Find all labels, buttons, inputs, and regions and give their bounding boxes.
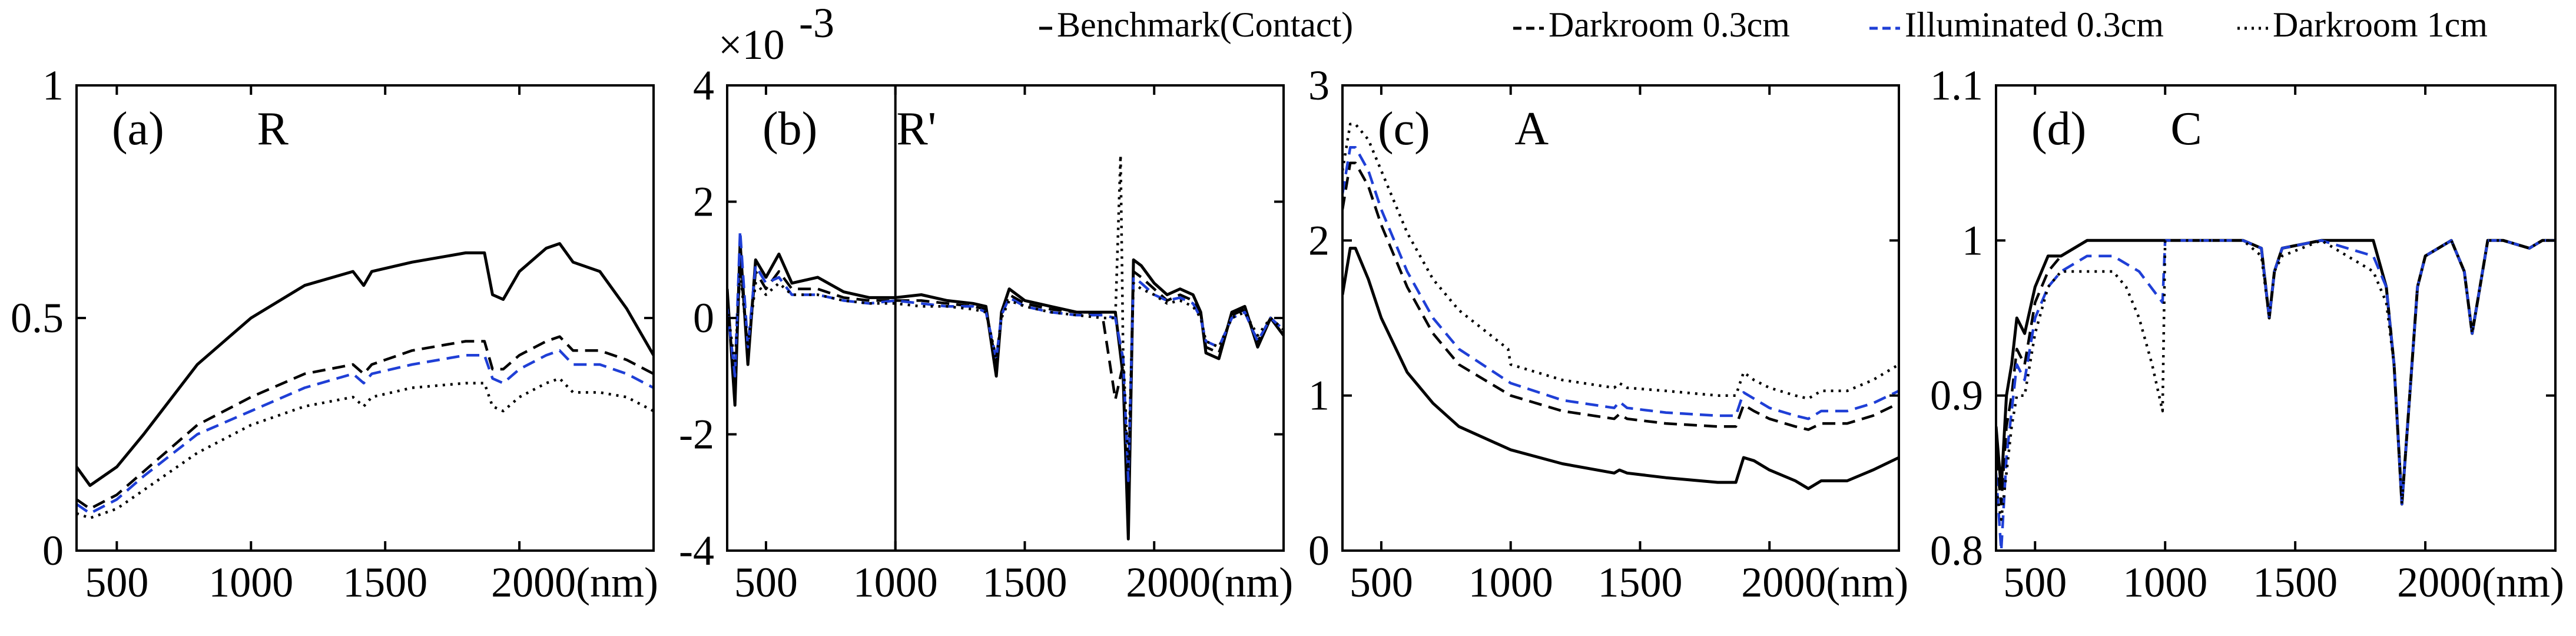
panel-c: 500 1000 1500 2000(nm) 0 1 2 3 (c) A <box>1308 62 1908 606</box>
x-tick-label: 2000(nm) <box>1126 559 1293 606</box>
x-tick-label: 500 <box>2003 559 2067 606</box>
x-tick-label: 500 <box>734 559 798 606</box>
x-tick-label: 2000(nm) <box>2397 559 2564 606</box>
x-tick-label: 1500 <box>982 559 1067 606</box>
y-tick-label: 0 <box>42 527 64 574</box>
x-tick-label: 1000 <box>208 559 293 606</box>
series-line <box>727 229 1284 482</box>
legend-item: Illuminated 0.3cm <box>1869 5 2164 44</box>
series-line <box>1996 238 2555 506</box>
x-tick-label: 2000(nm) <box>491 559 658 606</box>
series-line <box>1342 146 1899 420</box>
x-tick-label: 500 <box>1350 559 1413 606</box>
y-tick-label: 1 <box>1962 217 1983 264</box>
series-line <box>77 335 654 511</box>
x-tick-label: 1000 <box>1468 559 1553 606</box>
legend-item: Darkroom 1cm <box>2237 5 2488 44</box>
series-line <box>1996 239 2555 551</box>
series-line <box>77 242 654 487</box>
series-line <box>77 349 654 515</box>
y-tick-label: 1 <box>42 62 64 109</box>
y-tick-label: 2 <box>1308 217 1330 264</box>
legend-item: Benchmark(Contact) <box>1039 5 1353 44</box>
series-line <box>1342 247 1899 491</box>
plot-area <box>1342 122 1899 491</box>
y-tick-label: 2 <box>693 178 714 226</box>
y-tick-label: 1 <box>1308 372 1330 419</box>
panel-label: (b) <box>762 103 817 155</box>
series-line <box>1996 239 2555 506</box>
y-tick-label: 0.9 <box>1930 372 1983 419</box>
plot-area <box>1996 238 2555 551</box>
y-tick-label: -2 <box>679 411 714 458</box>
y-tick-label: 0 <box>1308 527 1330 574</box>
axes-frame <box>1995 84 2557 552</box>
panel-label: (d) <box>2031 103 2086 155</box>
panel-title: R' <box>896 103 936 155</box>
scale-multiplier: ×10 <box>718 21 785 68</box>
x-tick-label: 1500 <box>1597 559 1682 606</box>
x-tick-label: 1000 <box>853 559 938 606</box>
panel-label: (c) <box>1378 103 1430 155</box>
x-tick-label: 2000(nm) <box>1741 559 1908 606</box>
legend: Benchmark(Contact) Darkroom 0.3cm Illumina… <box>1039 5 2488 44</box>
legend-label: Illuminated 0.3cm <box>1905 5 2164 44</box>
legend-item: Darkroom 0.3cm <box>1513 5 1790 44</box>
series-line <box>727 241 1284 541</box>
y-tick-label: 0.8 <box>1930 527 1983 574</box>
series-line <box>1996 239 2555 521</box>
panel-title: A <box>1514 103 1549 155</box>
legend-label: Darkroom 1cm <box>2273 5 2488 44</box>
series-line <box>77 377 654 519</box>
panel-b: 500 1000 1500 2000(nm) -4 -2 0 2 4 (b) R' ×10 -3 <box>679 0 1293 606</box>
plot-area <box>727 154 1284 541</box>
y-tick-label: 0 <box>693 294 714 342</box>
panel-d: 500 1000 1500 2000(nm) 0.8 0.9 1 1.1 (d) C <box>1930 62 2564 606</box>
series-line <box>727 154 1284 471</box>
scale-exponent: -3 <box>799 0 834 47</box>
x-tick-label: 1500 <box>2253 559 2338 606</box>
panel-label: (a) <box>112 103 164 155</box>
series-line <box>1342 122 1899 400</box>
x-tick-label: 1000 <box>2123 559 2207 606</box>
y-tick-label: 3 <box>1308 62 1330 109</box>
panel-a: 500 1000 1500 2000(nm) 0 0.5 1 (a) R <box>11 62 658 606</box>
x-tick-label: 1500 <box>343 559 427 606</box>
y-tick-label: -4 <box>679 527 714 574</box>
legend-label: Benchmark(Contact) <box>1057 5 1353 44</box>
y-tick-label: 4 <box>693 62 714 109</box>
panel-title: R <box>257 103 289 155</box>
series-line <box>1342 161 1899 431</box>
axes-frame <box>75 84 655 552</box>
panel-title: C <box>2170 103 2202 155</box>
axes-frame <box>1341 84 1900 552</box>
x-tick-label: 500 <box>85 559 148 606</box>
y-tick-label: 0.5 <box>11 294 64 342</box>
legend-label: Darkroom 0.3cm <box>1549 5 1790 44</box>
y-tick-label: 1.1 <box>1930 62 1983 109</box>
plot-area <box>77 242 654 519</box>
